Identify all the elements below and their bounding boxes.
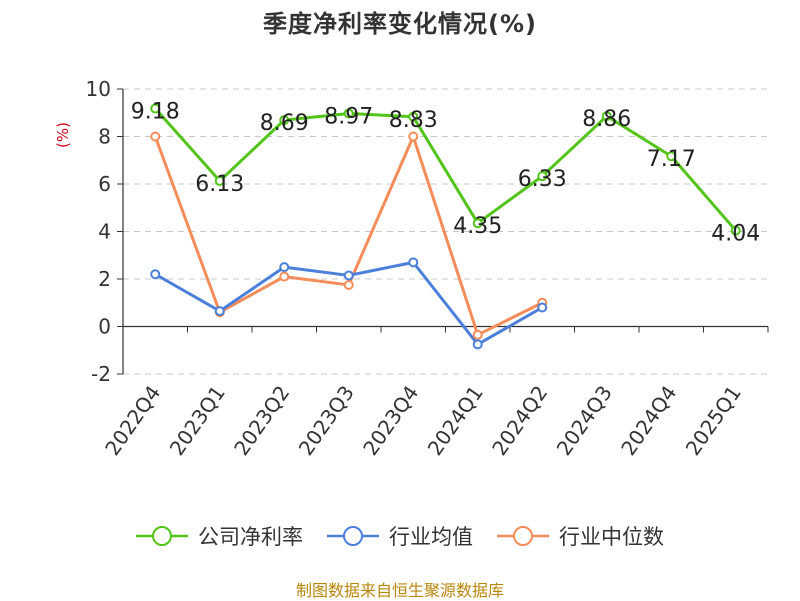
source-note: 制图数据来自恒生聚源数据库	[295, 581, 504, 600]
data-label: 6.33	[518, 167, 567, 192]
legend-label: 行业中位数	[559, 525, 664, 549]
data-label: 4.35	[453, 214, 502, 239]
data-label: 8.86	[582, 107, 631, 132]
legend-item[interactable]: 公司净利率	[136, 521, 303, 551]
data-point	[150, 131, 161, 142]
y-tick-label: 0	[98, 315, 111, 339]
data-point	[343, 108, 354, 119]
data-point	[279, 262, 290, 273]
legend-swatch	[497, 526, 549, 546]
data-point	[343, 270, 354, 281]
data-point	[408, 131, 419, 142]
x-tick-label: 2024Q1	[423, 381, 488, 460]
x-tick-label: 2023Q3	[294, 381, 359, 460]
data-label: 4.04	[711, 222, 760, 247]
data-point	[214, 306, 225, 317]
data-point	[666, 151, 677, 162]
legend: 公司净利率 行业均值 行业中位数	[0, 518, 800, 554]
data-point	[279, 115, 290, 126]
legend-swatch-marker	[343, 526, 363, 546]
legend-swatch-marker	[513, 526, 533, 546]
data-point	[472, 339, 483, 350]
y-tick-label: 6	[98, 172, 111, 196]
x-tick-label: 2023Q1	[165, 381, 230, 460]
y-tick-label: 4	[98, 220, 111, 244]
legend-swatch	[327, 526, 379, 546]
data-point	[408, 111, 419, 122]
data-label: 8.69	[260, 111, 309, 136]
data-point	[150, 269, 161, 280]
x-tick-label: 2024Q3	[552, 381, 617, 460]
data-point	[537, 171, 548, 182]
legend-swatch	[136, 526, 188, 546]
legend-item[interactable]: 行业均值	[327, 521, 473, 551]
data-point	[408, 257, 419, 268]
data-labels: 9.18 6.13 8.69 8.97 8.83 4.35 6.33 8.86 7.17 4.04	[131, 99, 760, 246]
data-point	[730, 225, 741, 236]
data-point	[343, 279, 354, 290]
chart-title: 季度净利率变化情况(%)	[263, 10, 537, 38]
legend-swatch-marker	[152, 526, 172, 546]
x-tick-label: 2025Q1	[681, 381, 746, 460]
x-tick-label: 2022Q4	[100, 381, 165, 460]
x-tick-label: 2023Q2	[229, 381, 294, 460]
data-label: 9.18	[131, 99, 180, 124]
y-tick-label: 2	[98, 267, 111, 291]
data-label: 7.17	[647, 147, 696, 172]
data-point	[601, 111, 612, 122]
data-point	[214, 175, 225, 186]
data-point	[472, 218, 483, 229]
series-lines	[153, 107, 737, 346]
y-tick-label: 10	[86, 77, 111, 101]
y-tick-label: 8	[98, 125, 111, 149]
data-label: 8.83	[389, 108, 438, 133]
legend-label: 公司净利率	[198, 525, 303, 549]
data-label: 6.13	[195, 172, 244, 197]
y-tick-label: -2	[91, 362, 111, 386]
x-tick-label: 2024Q4	[616, 381, 681, 460]
data-points	[150, 103, 741, 350]
data-point	[537, 302, 548, 313]
x-tick-label: 2023Q4	[358, 381, 423, 460]
data-point	[150, 103, 161, 114]
data-label: 8.97	[324, 104, 373, 129]
legend-label: 行业均值	[389, 525, 473, 549]
legend-item[interactable]: 行业中位数	[497, 521, 664, 551]
data-point	[279, 271, 290, 282]
x-tick-label: 2024Q2	[487, 381, 552, 460]
series-line	[154, 107, 737, 232]
data-point	[472, 329, 483, 340]
